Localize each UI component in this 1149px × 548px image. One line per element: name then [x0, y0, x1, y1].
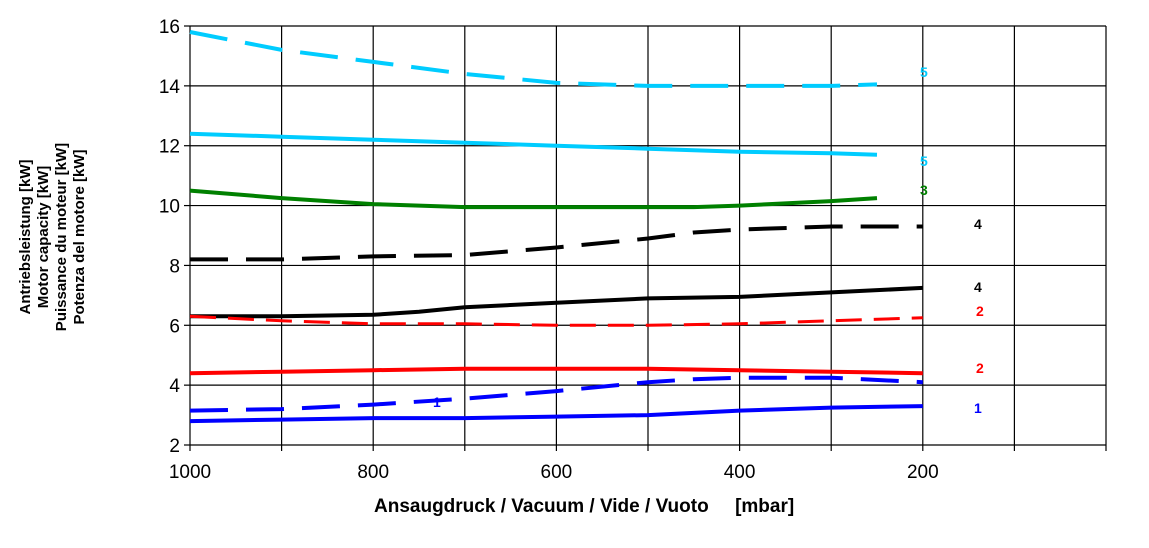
y-tick-label: 16 — [159, 17, 180, 38]
series-group — [189, 30, 923, 424]
y-axis-title-line-4: Potenza del motore [kW] — [71, 149, 88, 324]
x-tick-label: 400 — [724, 462, 756, 483]
x-tick-label: 600 — [541, 462, 573, 483]
series-labels: 5 5 3 4 4 2 2 1 1 — [433, 64, 984, 416]
series-line-5-dashed — [189, 30, 878, 88]
series-line-4-solid — [190, 285, 923, 319]
y-tick-label: 8 — [169, 256, 180, 277]
y-axis-title-line-2: Motor capacity [kW] — [35, 166, 52, 309]
x-tick-labels: 1000 800 600 400 200 — [169, 462, 939, 483]
series-label-1-inline: 1 — [433, 394, 441, 410]
series-label-1: 1 — [974, 400, 982, 416]
y-tick-label: 4 — [169, 376, 180, 397]
y-tick-labels: 2 4 6 8 10 12 14 16 — [159, 17, 181, 457]
y-tick-label: 10 — [159, 197, 180, 218]
series-label-4: 4 — [974, 216, 982, 232]
series-label-5: 5 — [920, 64, 928, 80]
x-axis-title: Ansaugdruck / Vacuum / Vide / Vuoto [mba… — [374, 496, 794, 517]
y-axis-title-line-3: Puissance du moteur [kW] — [53, 143, 70, 331]
grid — [184, 25, 1107, 451]
y-tick-label: 6 — [169, 316, 180, 337]
series-line-2-solid — [189, 366, 923, 376]
y-tick-label: 2 — [169, 436, 180, 457]
x-tick-label: 200 — [907, 462, 939, 483]
series-line-4-dashed — [190, 224, 923, 262]
y-tick-label: 12 — [159, 137, 180, 158]
series-label-4: 4 — [974, 279, 982, 295]
y-axis-title: Antriebsleistung [kW] Motor capacity [kW… — [17, 143, 88, 331]
series-label-3: 3 — [920, 182, 928, 198]
series-label-2: 2 — [976, 360, 984, 376]
y-axis-title-line-1: Antriebsleistung [kW] — [17, 159, 34, 314]
series-line-1-solid — [189, 404, 923, 424]
y-tick-label: 14 — [159, 77, 181, 98]
series-line-5-solid — [189, 131, 878, 157]
series-label-5: 5 — [920, 153, 928, 169]
series-line-3-solid — [189, 188, 878, 210]
x-tick-label: 1000 — [169, 462, 211, 483]
x-tick-label: 800 — [357, 462, 389, 483]
series-line-2-dashed — [189, 314, 923, 327]
series-label-2: 2 — [976, 303, 984, 319]
series-line-1-dashed — [189, 375, 923, 413]
